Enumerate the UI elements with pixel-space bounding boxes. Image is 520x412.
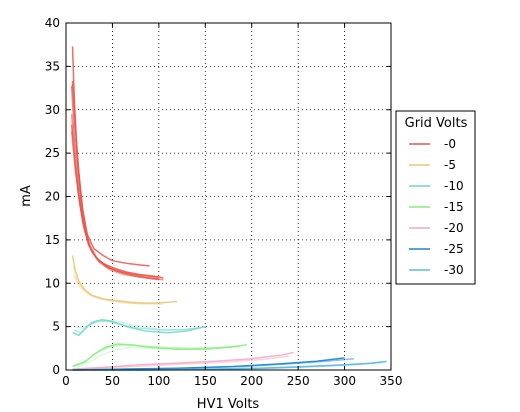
legend: Grid Volts -0 -5 -10 -15 -20 -25 -30 (395, 110, 476, 285)
series-trace (70, 131, 160, 281)
y-tick-label: 20 (45, 190, 60, 204)
series-trace (72, 274, 164, 305)
series-0 (70, 46, 164, 281)
legend-entry-label: -30 (444, 263, 464, 277)
series-trace (71, 81, 150, 267)
legend-entry-label: -0 (444, 137, 456, 151)
legend-entry-label: -15 (444, 200, 464, 214)
legend-entry-label: -25 (444, 242, 464, 256)
y-tick-label: 0 (52, 363, 60, 377)
legend-entry-label: -20 (444, 221, 464, 235)
x-tick-label: 100 (147, 374, 170, 388)
y-tick-label: 35 (45, 59, 60, 73)
legend-title: Grid Volts (405, 116, 468, 131)
y-tick-label: 15 (45, 233, 60, 247)
series-trace (75, 318, 197, 331)
y-tick-label: 25 (45, 146, 60, 160)
y-tick-label: 10 (45, 276, 60, 290)
axis-ticks: 0 50 100 150 200 250 300 350 0 5 10 15 20 25 30 35 40 (45, 16, 403, 388)
x-tick-label: 350 (380, 374, 403, 388)
y-tick-label: 40 (45, 16, 60, 30)
series-2 (72, 318, 206, 337)
series-5 (72, 357, 354, 371)
series-trace (73, 344, 243, 367)
series-trace (72, 265, 169, 304)
x-tick-label: 250 (287, 374, 310, 388)
x-tick-label: 50 (105, 374, 120, 388)
x-tick-label: 300 (333, 374, 356, 388)
legend-entry-label: -10 (444, 179, 464, 193)
legend-entries: -0 -5 -10 -15 -20 -25 -30 (409, 137, 464, 277)
series-trace (75, 345, 238, 369)
y-axis-label: mA (19, 185, 34, 207)
x-tick-label: 0 (62, 374, 70, 388)
series-3 (72, 343, 248, 369)
x-axis-label: HV1 Volts (197, 397, 260, 412)
series-trace (75, 357, 354, 371)
series-1 (71, 255, 178, 305)
x-tick-label: 200 (240, 374, 263, 388)
legend-box (395, 110, 476, 285)
y-tick-label: 5 (52, 320, 60, 334)
y-tick-label: 30 (45, 103, 60, 117)
series-layer (70, 46, 387, 371)
legend-entry-label: -5 (444, 158, 456, 172)
plot-background (66, 23, 391, 370)
x-tick-label: 150 (194, 374, 217, 388)
series-trace (74, 320, 201, 334)
